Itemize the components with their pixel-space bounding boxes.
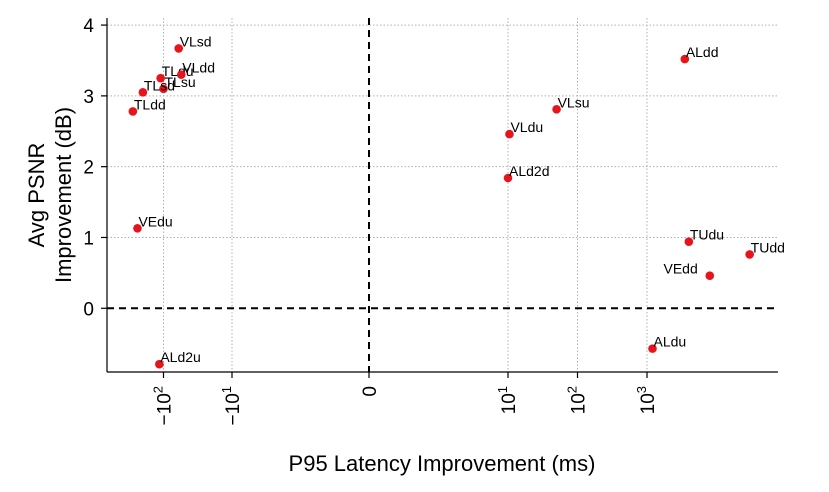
point-label-tudu: TUdu	[690, 227, 724, 243]
y-axis-title-line-1: Avg PSNR	[24, 143, 49, 248]
point-tldd[interactable]	[128, 107, 138, 116]
x-tick-label: 101	[495, 386, 520, 414]
point-tlsu[interactable]	[159, 84, 168, 94]
point-tldu[interactable]	[156, 73, 165, 83]
y-tick-label: 4	[83, 16, 94, 37]
x-ticks: −102 −101 0 101 102 103	[151, 372, 659, 425]
point-label-tlsu: TLsu	[165, 74, 196, 90]
point-tlsd[interactable]	[138, 88, 148, 97]
svg-text:101: 101	[495, 386, 520, 414]
y-tick-label: 3	[83, 87, 94, 108]
x-tick-label: −101	[219, 386, 244, 425]
point-vldd[interactable]	[176, 70, 186, 79]
y-ticks: 0 1 2 3 4	[83, 16, 107, 320]
y-axis-title-line-2: Improvement (dB)	[51, 107, 76, 283]
point-label-vldu: VLdu	[510, 119, 543, 135]
point-vedu[interactable]	[133, 223, 142, 233]
point-ald2d[interactable]	[503, 173, 513, 183]
point-label-vedu: VEdu	[138, 213, 172, 229]
point-tudu[interactable]	[684, 237, 694, 247]
point-label-tudd: TUdd	[751, 239, 785, 255]
point-label-vlsd: VLsd	[180, 33, 212, 49]
point-label-tlsd: TLsd	[144, 77, 175, 93]
svg-text:−101: −101	[219, 386, 244, 425]
point-label-vldd: VLdd	[182, 60, 215, 76]
point-aldd[interactable]	[680, 54, 690, 64]
point-ald2u[interactable]	[155, 359, 164, 369]
x-tick-label: 0	[360, 386, 381, 397]
gridlines	[107, 18, 778, 372]
svg-text:102: 102	[565, 386, 590, 414]
y-tick-label: 1	[83, 228, 94, 249]
point-vldu[interactable]	[505, 129, 514, 139]
point-vedd[interactable]	[705, 271, 715, 281]
point-label-tldd: TLdd	[134, 96, 166, 112]
point-label-tldu: TLdu	[162, 63, 194, 79]
x-tick-label: 102	[565, 386, 590, 414]
x-tick-label: −102	[151, 386, 176, 425]
point-vlsu[interactable]	[552, 105, 561, 114]
x-axis-title: P95 Latency Improvement (ms)	[289, 451, 596, 476]
point-aldu[interactable]	[648, 344, 657, 353]
y-tick-label: 0	[83, 299, 94, 320]
y-tick-label: 2	[83, 158, 94, 179]
x-tick-label: 103	[634, 386, 659, 414]
zero-lines	[107, 18, 778, 372]
point-label-vedd: VEdd	[664, 261, 698, 277]
axes	[106, 18, 778, 373]
point-label-vlsu: VLsu	[558, 94, 590, 110]
point-label-aldu: ALdu	[654, 334, 687, 350]
point-label-aldd: ALdd	[686, 44, 719, 60]
point-label-ald2u: ALd2u	[160, 349, 200, 365]
svg-text:−102: −102	[151, 386, 176, 425]
svg-text:103: 103	[634, 386, 659, 414]
svg-text:0: 0	[360, 386, 381, 397]
point-tudd[interactable]	[745, 250, 754, 259]
point-vlsd[interactable]	[174, 44, 183, 53]
point-label-ald2d: ALd2d	[509, 163, 549, 179]
